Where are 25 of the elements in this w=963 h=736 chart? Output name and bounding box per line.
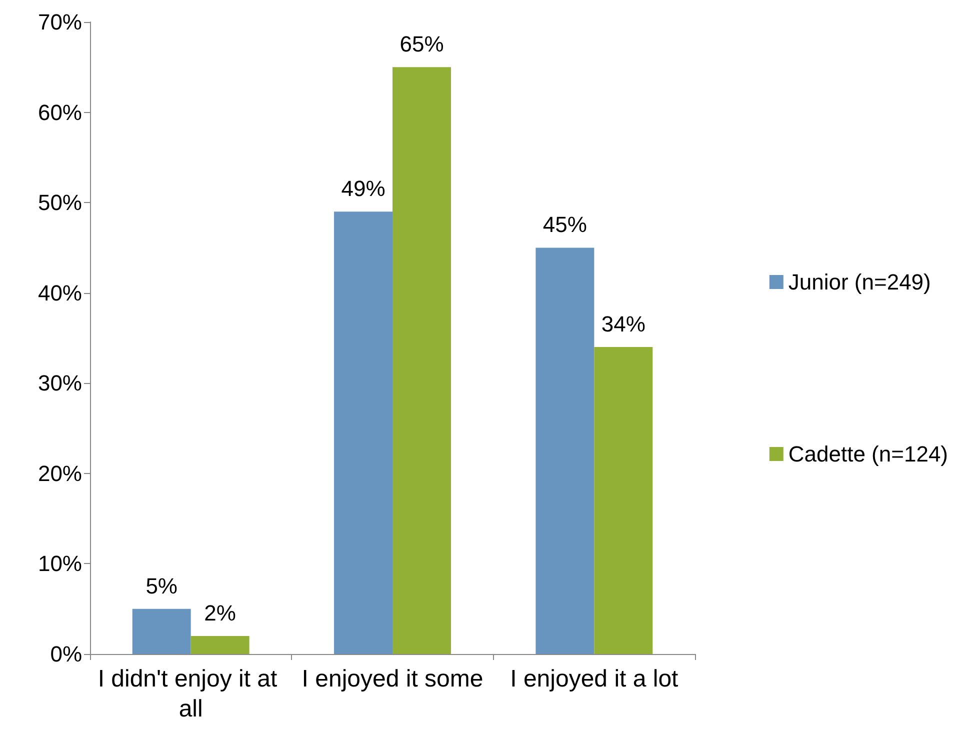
x-tick-label: I enjoyed it some [302,666,484,692]
y-tick-label: 60% [38,100,82,125]
data-label: 5% [146,573,178,598]
data-label: 65% [400,32,444,57]
bar [536,248,594,654]
x-tick-label: I enjoyed it a lot [510,666,679,692]
y-tick-label: 40% [38,280,82,306]
y-tick-label: 70% [38,10,82,34]
legend-label: Junior (n=249) [788,270,931,294]
y-tick-label: 10% [38,551,82,576]
bar [132,608,191,654]
data-label: 49% [341,176,386,202]
y-tick-label: 0% [50,642,82,666]
data-label: 2% [204,600,236,626]
y-tick-label: 20% [38,460,82,486]
x-tick-label: I didn't enjoy it at all [98,666,284,722]
y-tick-label: 30% [38,370,82,396]
bar [594,347,653,654]
data-label: 34% [601,312,646,337]
bar [392,67,451,654]
bar [334,212,392,654]
bar [190,636,250,654]
y-tick-label: 50% [38,190,82,216]
data-label: 45% [542,212,587,238]
legend-label: Cadette (n=124) [788,442,948,466]
